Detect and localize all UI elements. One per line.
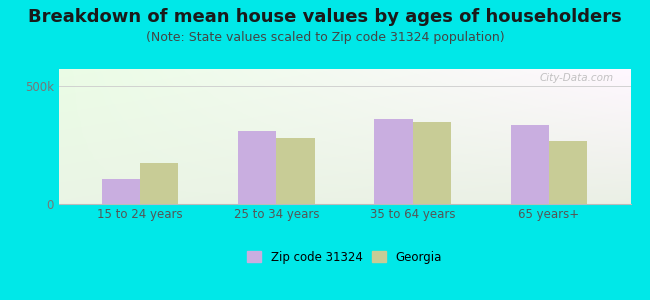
Bar bbox=[549, 141, 587, 204]
Bar bbox=[276, 138, 315, 204]
Bar bbox=[102, 179, 140, 204]
Bar bbox=[511, 125, 549, 204]
Text: City-Data.com: City-Data.com bbox=[540, 73, 614, 83]
Bar bbox=[413, 122, 450, 204]
Bar bbox=[140, 163, 178, 204]
Legend: Zip code 31324, Georgia: Zip code 31324, Georgia bbox=[242, 246, 447, 268]
Bar bbox=[239, 130, 276, 204]
Text: Breakdown of mean house values by ages of householders: Breakdown of mean house values by ages o… bbox=[28, 8, 622, 26]
Bar bbox=[374, 119, 413, 204]
Text: (Note: State values scaled to Zip code 31324 population): (Note: State values scaled to Zip code 3… bbox=[146, 32, 504, 44]
